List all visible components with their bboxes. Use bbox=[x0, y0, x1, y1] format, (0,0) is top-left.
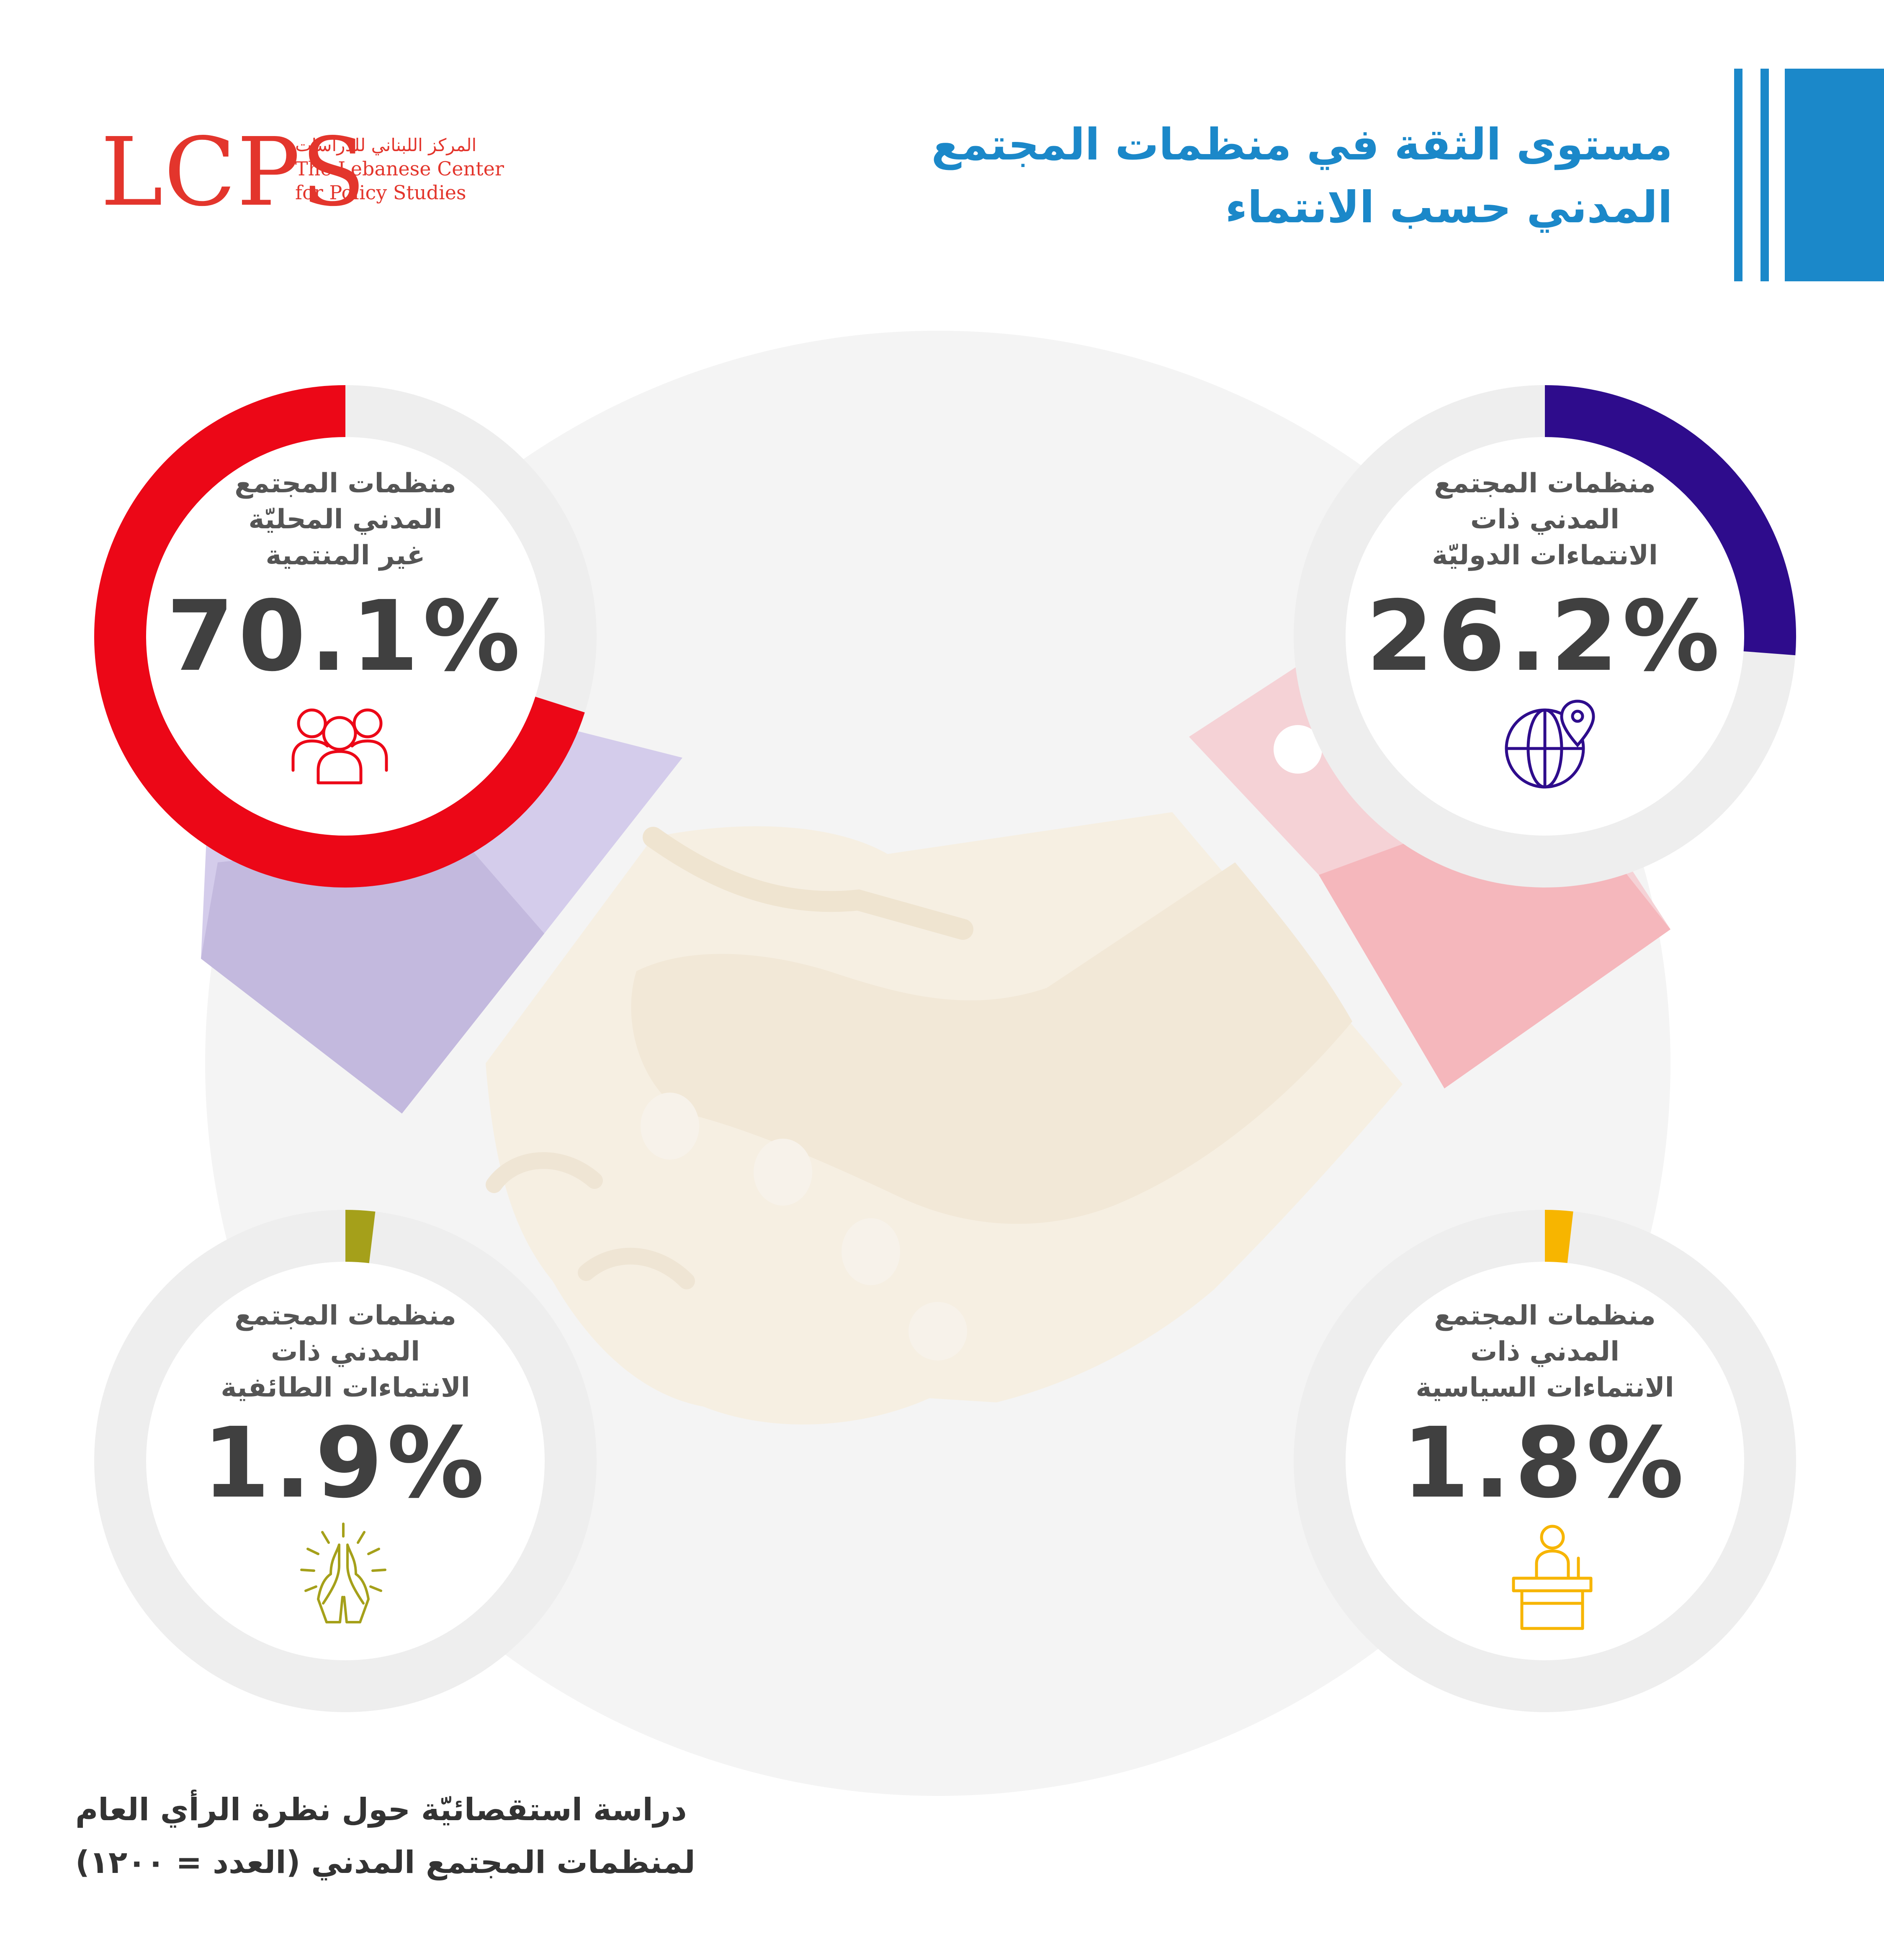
gauge-label-political-line-2: المدني ذات bbox=[1470, 1336, 1619, 1367]
lcps-logo-text: المركز اللبناني للدراسات The Lebanese Ce… bbox=[295, 133, 504, 205]
stripe-decoration bbox=[1734, 69, 1884, 281]
gauge-label-sectarian-line-1: منظمات المجتمع bbox=[234, 1300, 456, 1331]
people-group-icon bbox=[291, 708, 388, 785]
gauge-value-international: 26.2% bbox=[1366, 580, 1724, 693]
gauge-label-local: منظمات المجتمع المدني المحليّة غير المنت… bbox=[178, 466, 513, 574]
gauge-label-sectarian-line-3: الانتماءات الطائفية bbox=[221, 1372, 470, 1403]
cufflink bbox=[1274, 725, 1322, 774]
gauge-label-political-line-1: منظمات المجتمع bbox=[1434, 1300, 1656, 1331]
podium-speaker-icon bbox=[1512, 1525, 1593, 1630]
gauge-label-sectarian: منظمات المجتمع المدني ذات الانتماءات الط… bbox=[178, 1298, 513, 1406]
gauge-label-local-line-3: غير المنتمية bbox=[265, 540, 425, 571]
praying-hands-icon bbox=[300, 1523, 386, 1623]
hands-crease bbox=[643, 827, 973, 940]
page-title: مستوى الثقة في منظمات المجتمع المدني حسب… bbox=[752, 113, 1673, 239]
knuckle-1 bbox=[641, 1093, 699, 1160]
left-sleeve-shadow bbox=[201, 837, 544, 1114]
gauge-value-local: 70.1% bbox=[166, 580, 525, 693]
footer-line-2: لمنظمات المجتمع المدني (العدد = ١٢٠٠) bbox=[75, 1844, 695, 1880]
gauge-label-sectarian-line-2: المدني ذات bbox=[271, 1336, 420, 1367]
logo-name-english-1: The Lebanese Center bbox=[295, 157, 504, 180]
gauge-value-sectarian: 1.9% bbox=[202, 1407, 489, 1520]
stripe-wide bbox=[1785, 69, 1884, 281]
footer-line-1: دراسة استقصائيّة حول نظرة الرأي العام bbox=[75, 1792, 687, 1828]
stripe-thin-1 bbox=[1734, 69, 1742, 281]
gauge-value-political: 1.8% bbox=[1402, 1407, 1688, 1520]
gauge-label-political: منظمات المجتمع المدني ذات الانتماءات الس… bbox=[1377, 1298, 1712, 1406]
gauge-arc-sectarian bbox=[345, 1210, 376, 1263]
knuckle-2 bbox=[754, 1139, 812, 1206]
gauge-label-local-line-2: المدني المحليّة bbox=[248, 504, 443, 535]
logo-name-arabic: المركز اللبناني للدراسات bbox=[295, 135, 477, 155]
hands-fold bbox=[631, 862, 1352, 1224]
footer-source-note: دراسة استقصائيّة حول نظرة الرأي العام لم… bbox=[75, 1783, 871, 1889]
logo-name-english-2: for Policy Studies bbox=[295, 181, 466, 204]
page-title-line-2: المدني حسب الانتماء bbox=[1225, 182, 1673, 233]
gauge-arc-local bbox=[94, 385, 585, 887]
gauge-arc-international bbox=[1544, 385, 1796, 656]
gauge-label-political-line-3: الانتماءات السياسية bbox=[1416, 1372, 1674, 1403]
stripe-thin-2 bbox=[1760, 69, 1769, 281]
gauge-label-international: منظمات المجتمع المدني ذات الانتماءات الد… bbox=[1377, 466, 1712, 574]
knuckle-3 bbox=[842, 1218, 900, 1285]
finger-line-1 bbox=[486, 1152, 603, 1193]
gauge-label-local-line-1: منظمات المجتمع bbox=[234, 468, 456, 499]
globe-pin-icon bbox=[1505, 700, 1595, 789]
gauge-label-international-line-2: المدني ذات bbox=[1470, 504, 1619, 535]
knuckle-4 bbox=[909, 1302, 967, 1361]
page-title-line-1: مستوى الثقة في منظمات المجتمع bbox=[931, 119, 1673, 170]
gauge-label-international-line-3: الانتماءات الدوليّة bbox=[1432, 540, 1658, 571]
lcps-logo-mark: LCPS bbox=[100, 118, 367, 227]
gauge-label-international-line-1: منظمات المجتمع bbox=[1434, 468, 1656, 499]
finger-line-2 bbox=[578, 1248, 695, 1289]
gauge-arc-political bbox=[1544, 1210, 1573, 1263]
